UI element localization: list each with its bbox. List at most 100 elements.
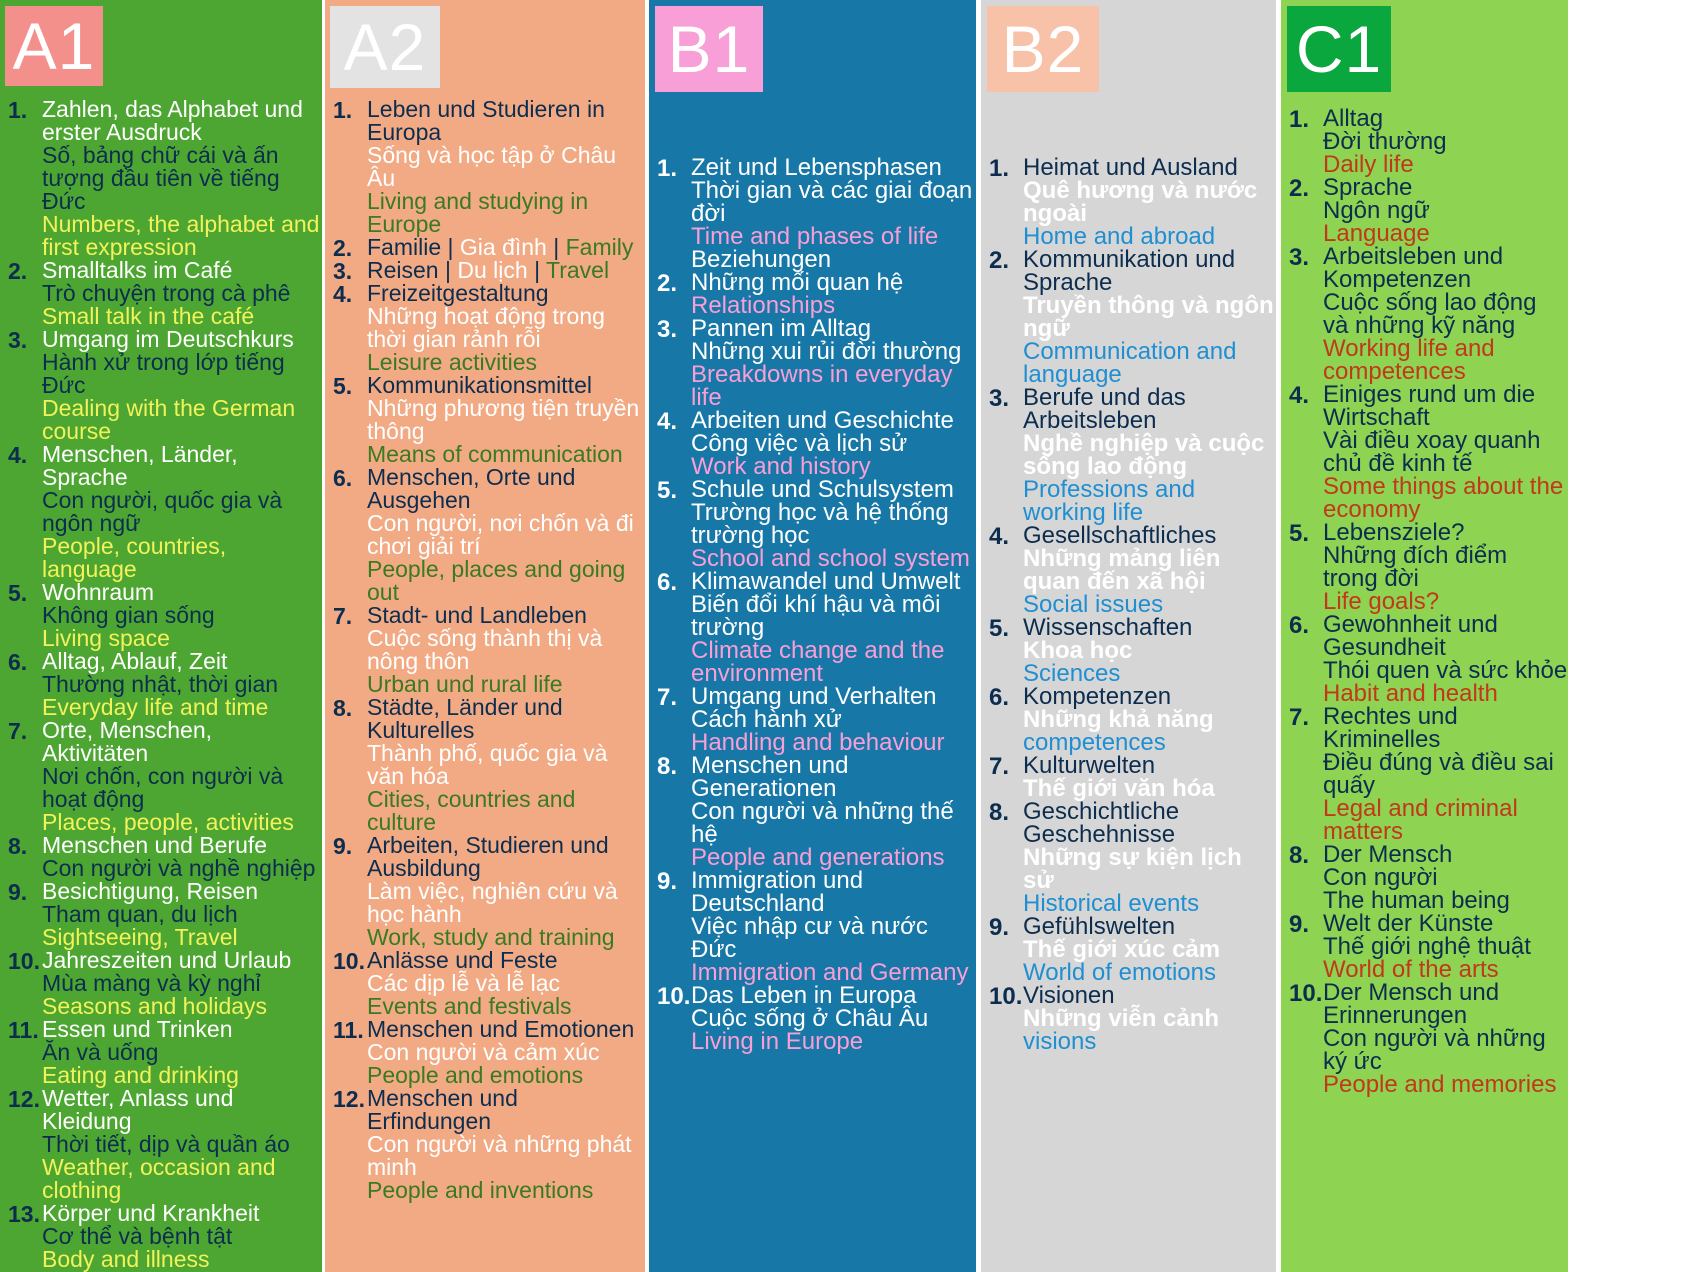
topic-de: Pannen im Alltag — [691, 315, 872, 342]
topic-en: Working life and competences — [1323, 335, 1495, 385]
topic-en: Communication and language — [1023, 338, 1237, 388]
topic-item: 7. Kulturwelten Thế giới văn hóa — [981, 752, 1276, 802]
topic-number: 6. — [989, 684, 1010, 711]
topic-de: Einiges rund um die Wirtschaft — [1323, 381, 1536, 431]
topic-number: 9. — [657, 868, 678, 895]
topic-en: competences — [1023, 729, 1166, 756]
topic-number: 10. — [333, 948, 365, 974]
topic-vi: Tham quan, du lịch — [42, 901, 238, 927]
topic-vi: Con người và những thế hệ — [691, 798, 954, 848]
topic-number: 6. — [1289, 612, 1310, 639]
topic-number: 5. — [8, 580, 28, 606]
topic-item: 4. Gesellschaftliches Những mảng liên quan… — [981, 522, 1276, 617]
topic-en: Places, people, activities — [42, 809, 294, 835]
separator: | — [527, 257, 547, 283]
topic-vi: Những viễn cảnh — [1023, 1005, 1220, 1032]
topic-en: Dealing with the German course — [42, 395, 296, 444]
topic-vi: Thành phố, quốc gia và văn hóa — [367, 740, 608, 789]
level-column-b1: B1 1. Zeit und Lebensphasen Thời gian và c… — [649, 0, 976, 1272]
topic-item: 2. Những mối quan hệ Relationships — [649, 270, 976, 318]
topic-vi: Mùa màng và kỳ nghỉ — [42, 970, 261, 996]
topic-item: 3. Umgang im Deutschkurs Hành xử trong lớp… — [0, 328, 322, 443]
topic-vi: Con người và nghề nghiệp — [42, 855, 316, 881]
topic-en: People and emotions — [367, 1062, 584, 1088]
topic-extra: The human being — [1323, 887, 1510, 914]
topic-de: Gesellschaftliches — [1023, 522, 1217, 549]
topic-vi: Những đích điểm trong đời — [1323, 542, 1508, 592]
topic-item: 1. Zahlen, das Alphabet und erster Ausdru… — [0, 98, 322, 259]
topic-number: 7. — [1289, 704, 1310, 731]
topic-vi: Thường nhật, thời gian — [42, 671, 279, 697]
topic-de: Geschichtliche Geschehnisse — [1023, 798, 1180, 848]
topic-item: 3. Berufe und das Arbeitsleben Nghề nghiệp… — [981, 386, 1276, 525]
topic-inline-row: Familie | Gia đình | Family — [367, 236, 645, 259]
topic-de: Anlässe und Feste — [367, 947, 558, 973]
topic-item: 4. Einiges rund um die Wirtschaft Vài điều… — [1281, 381, 1568, 522]
topic-item: 6. Menschen, Orte und Ausgehen Con người, … — [325, 466, 645, 604]
topic-en: Sciences — [1023, 660, 1121, 687]
separator: | — [546, 234, 566, 260]
topic-de: Klimawandel und Umwelt — [691, 568, 961, 595]
topic-number: 8. — [333, 695, 353, 721]
topic-vi: Những hoạt động trong thời gian rảnh rỗi — [367, 303, 605, 352]
topic-en: Cities, countries and culture — [367, 786, 576, 835]
topic-item: 4. Menschen, Länder, Sprache Con người, qu… — [0, 443, 322, 581]
topic-item: 6. Alltag, Ablauf, Zeit Thường nhật, thời … — [0, 650, 322, 719]
topic-vi: Những phương tiện truyền thông — [367, 395, 640, 444]
topic-list: 1. Zahlen, das Alphabet und erster Ausdru… — [0, 98, 322, 1271]
topic-de: Wohnraum — [42, 579, 155, 605]
topic-item: 9. Gefühlswelten Thế giới xúc cảm World of … — [981, 915, 1276, 985]
topic-vi: Việc nhập cư và nước Đức — [691, 913, 928, 963]
topic-vi: Gia đình — [459, 234, 547, 260]
topic-en: Urban und rural life — [367, 671, 563, 697]
topic-vi: Thế giới văn hóa — [1023, 775, 1215, 802]
topic-de: Familie — [367, 234, 442, 260]
topic-de: Wissenschaften — [1023, 614, 1193, 641]
topic-de: Umgang im Deutschkurs — [42, 326, 294, 352]
topic-item: 7. Stadt- und Landleben Cuộc sống thành th… — [325, 604, 645, 696]
topic-de: Kulturwelten — [1023, 752, 1156, 779]
topic-number: 11. — [333, 1017, 364, 1043]
topic-number: 13. — [8, 1201, 40, 1227]
topic-en: Life goals? — [1323, 588, 1440, 615]
topic-en: Sightseeing, Travel — [42, 924, 238, 950]
topic-item: 3. Pannen im Alltag Những xui rủi đời thườ… — [649, 315, 976, 410]
topic-number: 9. — [8, 879, 28, 905]
topic-number: 3. — [8, 327, 28, 353]
level-badge: A2 — [330, 6, 440, 88]
topic-vi: Làm việc, nghiên cứu và học hành — [367, 878, 618, 927]
topic-de: Wetter, Anlass und Kleidung — [42, 1085, 234, 1134]
topic-item: 8. Menschen und Generationen Con người và … — [649, 754, 976, 871]
topic-item: 1. Alltag Đời thường Daily life — [1281, 107, 1568, 177]
topic-de: Menschen und Emotionen — [367, 1016, 635, 1042]
topic-en: School and school system — [691, 545, 970, 572]
topic-vi: Công việc và lịch sử — [691, 430, 908, 457]
topic-vi: Nơi chốn, con người và hoạt động — [42, 763, 284, 812]
topic-number: 4. — [657, 408, 678, 435]
topic-de: Arbeiten, Studieren und Ausbildung — [367, 832, 609, 881]
topic-en: People and generations — [691, 844, 945, 871]
topic-en: Legal and criminal matters — [1323, 795, 1518, 845]
topic-number: 10. — [989, 983, 1023, 1010]
topic-de: Sprache — [1323, 174, 1413, 201]
topic-vi: Con người, nơi chốn và đi chơi giải trí — [367, 510, 634, 559]
topic-item: 9. Immigration und Deutschland Việc nhập c… — [649, 868, 976, 986]
topic-vi: Những khả năng — [1023, 706, 1214, 733]
topic-de: Stadt- und Landleben — [367, 602, 587, 628]
topic-de: Menschen, Orte und Ausgehen — [367, 464, 576, 513]
topic-vi: Thời tiết, dịp và quần áo — [42, 1131, 290, 1157]
topic-number: 12. — [333, 1086, 365, 1112]
topic-item: 1. Heimat und Ausland Quê hương và nước ng… — [981, 156, 1276, 249]
topic-number: 1. — [657, 155, 678, 182]
topic-item: 6. Klimawandel und Umwelt Biến đổi khí hậu… — [649, 568, 976, 686]
topic-de: Umgang und Verhalten — [691, 683, 937, 710]
topic-number: 2. — [657, 270, 678, 297]
topic-de: Kommunikationsmittel — [367, 372, 592, 398]
topic-en: Immigration and Germany — [691, 959, 969, 986]
topic-vi: Cuộc sống ở Châu Âu — [691, 1005, 929, 1032]
topic-de: Körper und Krankheit — [42, 1200, 260, 1226]
topic-item: 7. Rechtes und Kriminelles Điều đúng và đi… — [1281, 704, 1568, 845]
topic-vi: Ăn và uống — [42, 1039, 159, 1065]
topic-number: 4. — [989, 523, 1010, 550]
topic-de: Das Leben in Europa — [691, 982, 917, 1009]
